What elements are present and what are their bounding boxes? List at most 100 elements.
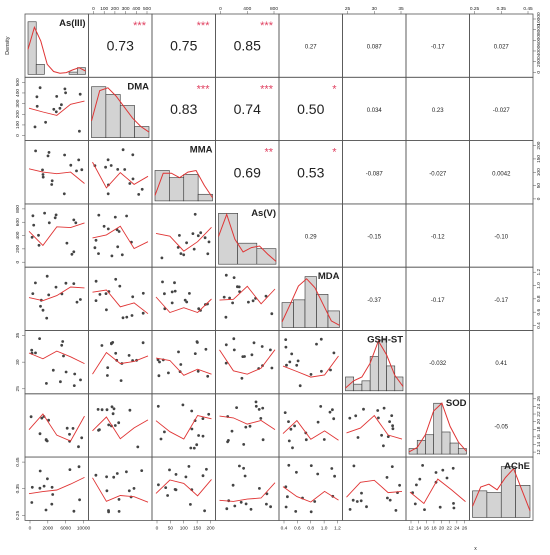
scatter-point xyxy=(64,91,67,95)
scatter-point xyxy=(45,382,48,385)
scatter-point xyxy=(354,414,358,418)
smooth-line xyxy=(28,168,85,184)
scatter-point xyxy=(232,337,236,341)
significance-stars: *** xyxy=(260,83,274,95)
scatter-point xyxy=(376,409,380,412)
scatter-point xyxy=(270,366,274,370)
scatter-point xyxy=(93,246,97,250)
scatter-point xyxy=(54,285,58,289)
top-tick-label: 500 xyxy=(143,6,151,12)
scatter-point xyxy=(63,87,67,91)
scatter-point xyxy=(65,426,69,430)
right-tick-label: 0 xyxy=(536,197,542,200)
scatter-point xyxy=(423,508,426,511)
scatter-point xyxy=(107,423,111,427)
correlation-value: -0.12 xyxy=(431,235,445,241)
scatter-point xyxy=(224,343,228,347)
scatter-point xyxy=(98,293,102,296)
left-tick-label: 100 xyxy=(15,121,21,129)
bottom-tick-label: 18 xyxy=(431,525,437,531)
panel-frame xyxy=(88,330,153,395)
scatter-point xyxy=(224,273,228,277)
scatter-point xyxy=(362,407,365,411)
scatter-point xyxy=(38,432,42,436)
scatter-point xyxy=(63,153,66,157)
right-tick-label: 200 xyxy=(536,141,542,149)
scatter-point xyxy=(47,221,51,225)
histogram-bar xyxy=(256,248,277,265)
scatter-point xyxy=(204,347,208,351)
scatter-point xyxy=(394,509,398,512)
scatter-point xyxy=(54,213,58,217)
top-tick-label: 35 xyxy=(398,6,404,12)
panel-frame xyxy=(24,330,89,395)
scatter-point xyxy=(117,230,121,233)
scatter-point xyxy=(291,446,294,450)
significance-stars: *** xyxy=(197,20,211,32)
scatter-point xyxy=(115,472,119,475)
histogram-bar xyxy=(457,448,467,455)
variable-label: MDA xyxy=(318,271,340,282)
variable-label: As(V) xyxy=(251,208,276,219)
histogram-bar xyxy=(515,485,531,518)
bottom-tick-label: 0.6 xyxy=(294,525,301,531)
scatter-point xyxy=(132,487,136,490)
scatter-point xyxy=(231,301,235,305)
scatter-point xyxy=(185,241,189,245)
scatter-point xyxy=(386,435,390,438)
scatter-point xyxy=(206,252,210,256)
scatter-point xyxy=(360,491,363,495)
bottom-tick-label: 0 xyxy=(29,525,32,531)
top-tick-label: 0 xyxy=(219,6,222,12)
smooth-line xyxy=(346,479,403,498)
scatter-point xyxy=(238,464,241,468)
scatter-point xyxy=(121,148,125,152)
scatter-point xyxy=(50,502,54,506)
scatter-point xyxy=(140,187,144,191)
histogram-bar xyxy=(304,276,317,328)
histogram-bar xyxy=(293,299,306,328)
scatter-point xyxy=(388,498,392,502)
correlation-value: -0.17 xyxy=(494,298,508,304)
scatter-point xyxy=(203,236,207,240)
scatter-point xyxy=(359,499,363,503)
scatter-point xyxy=(136,445,140,449)
scatter-point xyxy=(77,158,81,162)
scatter-point xyxy=(201,417,205,420)
scatter-point xyxy=(32,223,36,227)
scatter-point xyxy=(377,416,380,420)
scatter-point xyxy=(105,308,108,312)
variable-label: As(III) xyxy=(59,18,85,29)
scatter-point xyxy=(128,408,132,412)
top-tick-label: 400 xyxy=(132,6,140,12)
scatter-point xyxy=(94,279,98,283)
scatter-point xyxy=(38,337,41,340)
scatter-point xyxy=(47,151,51,154)
scatter-point xyxy=(284,345,288,349)
scatter-point xyxy=(195,443,199,447)
scatter-point xyxy=(189,503,192,506)
scatter-point xyxy=(70,252,74,256)
scatter-point xyxy=(110,254,114,258)
scatter-point xyxy=(421,464,424,467)
scatter-point xyxy=(251,299,255,303)
smooth-line xyxy=(346,414,403,440)
variable-label: AChE xyxy=(504,461,530,472)
scatter-point xyxy=(110,341,113,345)
scatter-point xyxy=(34,149,37,153)
right-tick-label: 0.4 xyxy=(536,322,542,329)
scatter-point xyxy=(328,410,332,414)
correlation-value: 0.41 xyxy=(495,361,507,367)
histogram-bar xyxy=(327,310,340,328)
scatter-point xyxy=(170,301,174,305)
scatter-point xyxy=(29,415,33,419)
scatter-point xyxy=(206,374,210,378)
scatter-point xyxy=(125,214,128,218)
scatter-point xyxy=(176,246,180,249)
histogram-bar xyxy=(378,339,387,392)
right-tick-label: 10000 xyxy=(536,12,542,26)
scatter-point xyxy=(94,299,98,302)
scatter-point xyxy=(244,425,248,429)
histogram-bar xyxy=(386,365,396,392)
scatter-point xyxy=(118,284,122,288)
